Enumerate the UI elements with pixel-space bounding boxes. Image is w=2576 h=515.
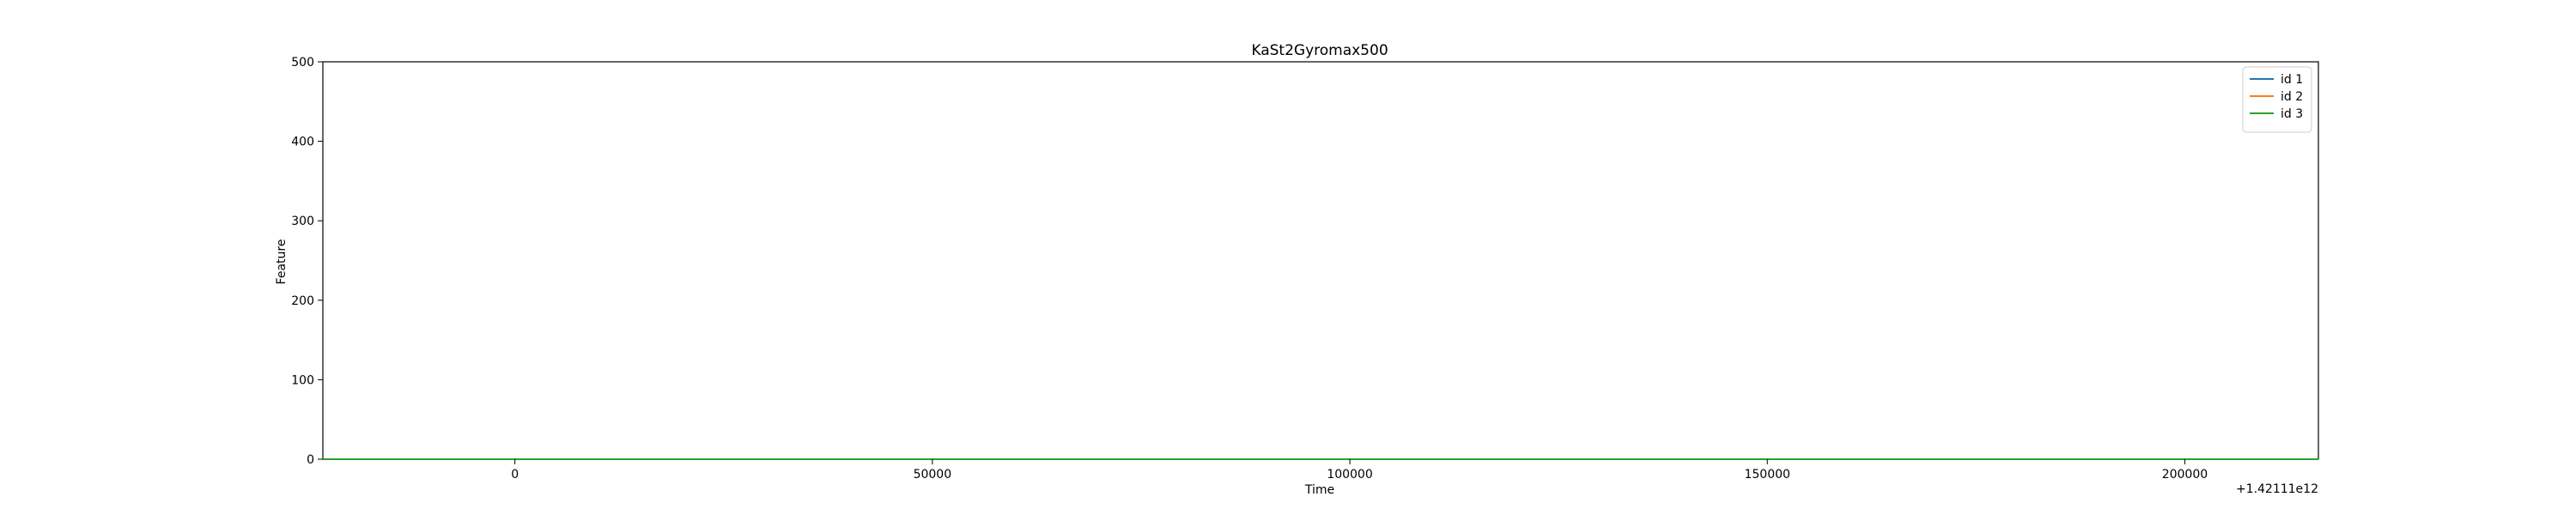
x-axis: 0 50000 100000 150000 200000 bbox=[511, 459, 2208, 482]
x-tick-label: 150000 bbox=[1744, 468, 1789, 482]
y-tick-label: 0 bbox=[307, 453, 314, 467]
x-tick-label: 100000 bbox=[1327, 468, 1372, 482]
x-axis-offset-label: +1.42111e12 bbox=[2236, 482, 2318, 496]
y-tick-label: 400 bbox=[291, 136, 314, 149]
y-tick-label: 100 bbox=[291, 373, 314, 387]
legend: id 1 id 2 id 3 bbox=[2242, 66, 2312, 133]
legend-label-2: id 2 bbox=[2281, 90, 2303, 104]
legend-label-1: id 1 bbox=[2281, 73, 2303, 87]
chart-title: KaSt2Gyromax500 bbox=[1251, 42, 1388, 59]
y-tick-label: 500 bbox=[291, 56, 314, 70]
y-axis-label: Feature bbox=[275, 239, 289, 285]
legend-label-3: id 3 bbox=[2281, 107, 2303, 121]
legend-box bbox=[2242, 66, 2312, 133]
y-axis: 0 100 200 300 400 500 bbox=[291, 56, 323, 467]
x-tick-label: 200000 bbox=[2162, 468, 2208, 482]
x-axis-label: Time bbox=[1304, 483, 1334, 497]
y-tick-label: 200 bbox=[291, 294, 314, 308]
y-tick-label: 300 bbox=[291, 215, 314, 228]
x-tick-label: 50000 bbox=[914, 468, 952, 482]
x-tick-label: 0 bbox=[511, 468, 519, 482]
